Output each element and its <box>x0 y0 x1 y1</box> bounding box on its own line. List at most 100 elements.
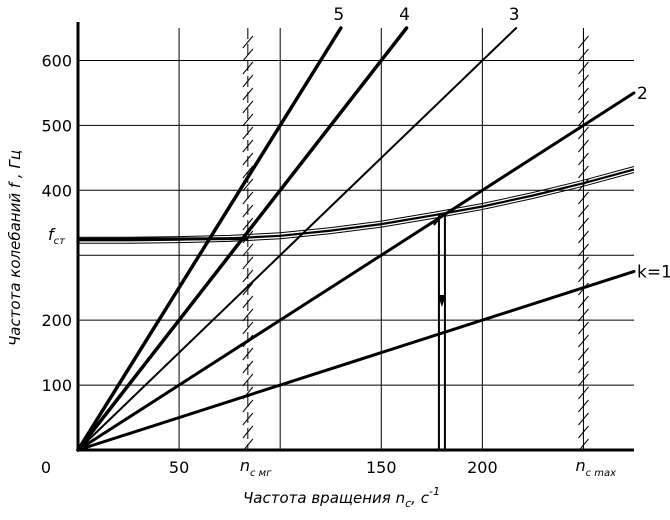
x-tick-label: 50 <box>169 458 189 477</box>
limit-hatch-mark <box>242 373 254 387</box>
operating-point-tick <box>433 214 443 226</box>
y-tick-label: 400 <box>41 181 72 200</box>
y-tick-label: 200 <box>41 311 72 330</box>
limit-hatch-mark <box>578 334 589 348</box>
limit-hatch-mark <box>242 321 254 335</box>
frequency-curve-group <box>77 166 635 244</box>
limit-hatch-mark <box>578 191 589 205</box>
limit-hatch-mark <box>242 295 254 309</box>
x-special-tick-main: n <box>240 456 250 475</box>
limit-hatch-mark <box>242 243 254 257</box>
limit-hatch-mark <box>242 126 254 140</box>
x-axis-title-unit-exp: -1 <box>429 485 440 498</box>
y-special-tick-label: fст <box>48 225 66 247</box>
ray-label-5: 5 <box>333 5 344 25</box>
f-ct-level-line <box>77 237 248 241</box>
y-special-tick-main: f <box>48 225 56 244</box>
limit-hatch-mark <box>242 165 254 179</box>
limit-hatch-mark <box>578 399 589 413</box>
limit-hatch-mark <box>242 152 254 166</box>
limit-hatch-mark <box>242 61 254 75</box>
limit-hatch-mark <box>242 100 254 114</box>
limit-hatch-mark <box>578 165 589 179</box>
x-special-tick-main: n <box>575 456 585 475</box>
limit-hatch-mark <box>578 113 589 127</box>
x-axis-title-unit: , с <box>411 489 430 507</box>
limit-hatch-mark <box>242 74 254 88</box>
y-tick-label: 600 <box>41 51 72 70</box>
limit-hatch-mark <box>578 321 589 335</box>
x-special-tick-sub: с мг <box>250 468 272 479</box>
frequency-curve <box>78 166 635 238</box>
x-special-tick-label: nс max <box>575 456 616 479</box>
excitation-rays <box>76 26 636 452</box>
limit-hatch-mark <box>242 308 254 322</box>
limit-hatch-mark <box>242 412 254 426</box>
limit-hatch-mark <box>242 48 254 62</box>
ray-5 <box>76 26 343 452</box>
x-tick-label: 200 <box>467 458 498 477</box>
limit-hatch-mark <box>578 230 589 244</box>
limit-hatch-mark <box>242 204 254 218</box>
x-axis-title: Частота вращения nс, с-1 <box>243 485 440 510</box>
limit-hatch-mark <box>242 347 254 361</box>
limit-hatch-mark <box>578 217 589 231</box>
limit-hatch-mark <box>578 126 589 140</box>
x-axis-title-main: Частота вращения n <box>243 489 405 507</box>
y-axis-title: Частота колебаний f , Гц <box>6 150 24 346</box>
limit-hatch-mark <box>578 35 589 49</box>
ray-label-2: 2 <box>637 84 648 104</box>
limit-hatch-mark <box>578 178 589 192</box>
limit-hatch-mark <box>578 204 589 218</box>
limit-hatch-mark <box>578 412 589 426</box>
limit-hatch-mark <box>242 399 254 413</box>
x-tick-label: 0 <box>41 458 51 477</box>
ray-4 <box>76 26 409 452</box>
limit-hatch-mark <box>578 48 589 62</box>
limit-hatch-mark <box>242 217 254 231</box>
y-tick-label: 100 <box>41 376 72 395</box>
limit-hatch-mark <box>242 35 254 49</box>
ray-3 <box>77 27 518 451</box>
limit-hatch-mark <box>242 425 254 439</box>
limit-hatch-mark <box>578 61 589 75</box>
ray-label-4: 4 <box>399 5 410 25</box>
limit-hatch-mark <box>578 243 589 257</box>
limit-hatch-mark <box>578 256 589 270</box>
frequency-curve <box>78 168 635 242</box>
limit-lines <box>242 28 589 452</box>
limit-hatch-mark <box>242 256 254 270</box>
limit-hatch-mark <box>242 269 254 283</box>
limit-hatch-mark <box>242 191 254 205</box>
limit-hatch-mark <box>578 139 589 153</box>
limit-hatch-mark <box>578 87 589 101</box>
ray-label-k1: k=1 <box>637 262 670 282</box>
ray-label-3: 3 <box>509 5 520 25</box>
limit-hatch-mark <box>578 360 589 374</box>
limit-hatch-mark <box>578 100 589 114</box>
limit-hatch-mark <box>242 360 254 374</box>
limit-hatch-mark <box>578 386 589 400</box>
y-special-tick-sub: ст <box>54 236 66 247</box>
frequency-curve <box>78 172 635 244</box>
ray-2 <box>76 91 636 452</box>
limit-hatch-mark <box>578 425 589 439</box>
x-axis-title-sub: с <box>405 497 411 510</box>
limit-hatch-mark <box>578 295 589 309</box>
limit-hatch-mark <box>242 113 254 127</box>
limit-hatch-mark <box>578 347 589 361</box>
x-special-tick-sub: с max <box>586 468 617 479</box>
limit-hatch-mark <box>578 269 589 283</box>
limit-hatch-mark <box>242 139 254 153</box>
limit-hatch-mark <box>578 152 589 166</box>
limit-hatch-mark <box>578 74 589 88</box>
limit-hatch-mark <box>242 87 254 101</box>
ray-k1 <box>76 269 636 452</box>
limit-hatch-mark <box>578 308 589 322</box>
operating-point-group <box>433 214 446 450</box>
limit-hatch-mark <box>578 373 589 387</box>
x-tick-label: 150 <box>366 458 397 477</box>
y-tick-label: 500 <box>41 116 72 135</box>
